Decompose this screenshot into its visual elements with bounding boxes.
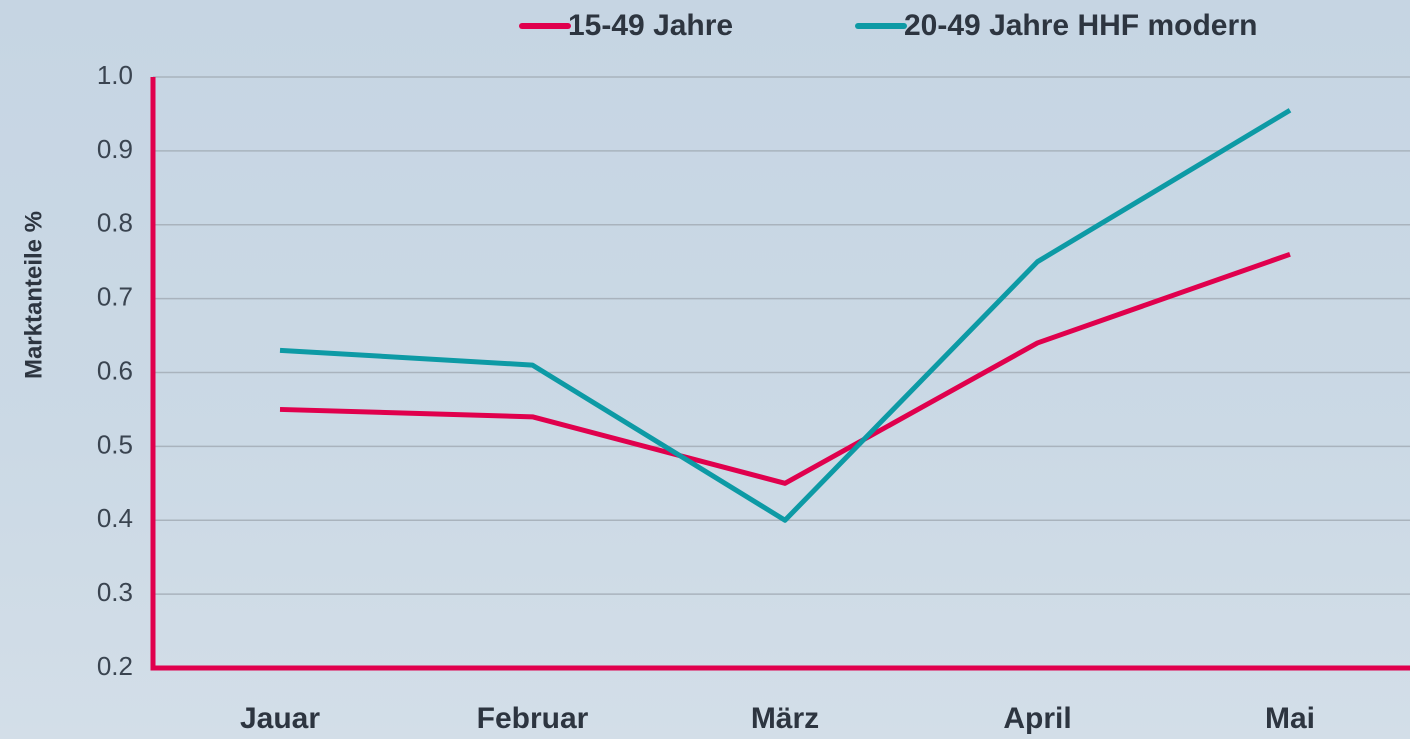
series-line	[279, 108, 1292, 523]
x-tick-label: März	[751, 702, 819, 735]
x-tick-label: Mai	[1265, 702, 1315, 735]
y-tick-label: 0.5	[97, 429, 133, 459]
series-line	[279, 251, 1291, 486]
y-tick-label: 0.8	[97, 208, 133, 238]
x-tick-label: Februar	[477, 702, 589, 735]
y-tick-label: 0.2	[97, 651, 133, 681]
y-tick-label: 0.4	[97, 503, 133, 533]
legend-label: 20-49 Jahre HHF modern	[904, 9, 1257, 42]
legend-label: 15-49 Jahre	[568, 9, 733, 42]
x-tick-label: April	[1003, 702, 1071, 735]
y-tick-label: 1.0	[97, 60, 133, 90]
y-tick-label: 0.6	[97, 355, 133, 385]
y-tick-label: 0.7	[97, 282, 133, 312]
y-tick-label: 0.9	[97, 134, 133, 164]
y-tick-label: 0.3	[97, 577, 133, 607]
x-tick-label: Jauar	[240, 702, 320, 735]
y-axis-label: Marktanteile %	[20, 211, 47, 379]
